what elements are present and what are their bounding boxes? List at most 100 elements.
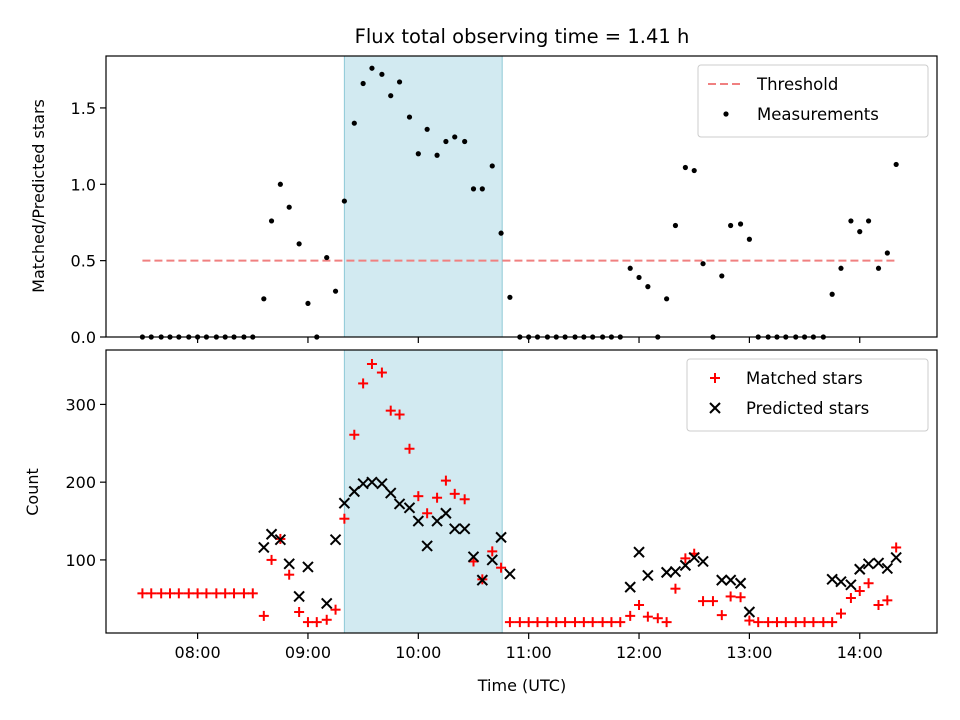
- data-point-b: [449, 523, 461, 535]
- data-point-b: [412, 515, 425, 527]
- data-point-b: [743, 606, 756, 618]
- data-point: [857, 229, 863, 235]
- data-point: [735, 592, 746, 603]
- data-point: [284, 569, 295, 580]
- data-point-b: [329, 533, 342, 546]
- data-point: [376, 367, 387, 378]
- data-point-b: [854, 563, 866, 575]
- data-point: [848, 218, 854, 224]
- legend-label: Predicted stars: [746, 399, 869, 418]
- data-point: [156, 588, 167, 599]
- data-point: [719, 273, 725, 279]
- data-point-b: [669, 565, 682, 578]
- data-point: [523, 617, 534, 628]
- data-point-b: [476, 574, 489, 586]
- data-point: [845, 579, 857, 591]
- data-point-b: [826, 573, 838, 586]
- data-point: [700, 261, 706, 267]
- data-point: [495, 531, 507, 544]
- x-tick-label: 11:00: [506, 643, 552, 662]
- data-point-b: [385, 487, 397, 499]
- data-point: [865, 218, 872, 224]
- data-point: [229, 588, 240, 599]
- data-point: [891, 542, 902, 553]
- data-point: [532, 617, 543, 628]
- x-tick-label: 08:00: [175, 643, 221, 662]
- data-point: [627, 265, 633, 271]
- data-point-b: [265, 528, 278, 540]
- data-point-b: [467, 551, 480, 563]
- legend: Matched stars Predicted stars: [686, 358, 929, 432]
- data-point: [294, 607, 305, 618]
- data-point: [165, 588, 176, 599]
- data-point: [440, 507, 452, 519]
- data-point: [404, 443, 415, 454]
- data-point: [449, 523, 461, 535]
- data-point: [882, 595, 893, 606]
- data-point: [670, 583, 681, 594]
- data-point: [734, 577, 747, 589]
- figure-title: Flux total observing time = 1.41 h: [355, 25, 690, 48]
- data-point: [274, 533, 287, 546]
- data-point-b: [624, 581, 636, 593]
- data-point: [633, 546, 645, 558]
- data-point: [682, 164, 688, 171]
- data-point: [369, 65, 375, 71]
- data-point-b: [274, 533, 287, 546]
- data-point-b: [881, 562, 894, 575]
- axes-frame: [105, 55, 938, 338]
- data-point-b: [716, 574, 728, 586]
- data-point: [339, 513, 350, 524]
- data-point: [220, 588, 231, 599]
- data-point: [688, 551, 700, 564]
- data-point: [379, 71, 385, 77]
- data-point-b: [366, 476, 378, 488]
- data-point: [716, 610, 727, 621]
- data-point: [211, 588, 222, 599]
- data-point-b: [458, 523, 471, 535]
- data-point: [780, 617, 791, 628]
- data-point: [332, 288, 339, 294]
- data-point: [661, 617, 672, 628]
- data-point: [725, 591, 736, 602]
- data-point: [311, 617, 322, 628]
- data-point: [854, 586, 865, 597]
- data-point: [412, 515, 425, 527]
- data-point: [296, 241, 302, 247]
- data-point: [265, 528, 278, 540]
- data-point: [349, 429, 360, 440]
- data-point-b: [835, 575, 847, 588]
- legend-swatch: [709, 402, 721, 414]
- data-point: [183, 588, 194, 599]
- data-point: [669, 565, 682, 578]
- data-point: [385, 487, 397, 499]
- data-point: [698, 596, 709, 607]
- data-point: [845, 593, 856, 604]
- data-point: [615, 617, 626, 628]
- data-point: [388, 93, 394, 99]
- data-point: [394, 409, 405, 420]
- data-point-b: [421, 540, 433, 552]
- data-point-b: [890, 551, 902, 564]
- data-point: [283, 558, 295, 570]
- data-point: [268, 218, 275, 224]
- data-point: [873, 600, 884, 611]
- data-point-b: [633, 546, 645, 558]
- data-point: [624, 581, 636, 593]
- data-point-b: [393, 498, 406, 510]
- data-point-b: [724, 574, 737, 586]
- data-point: [452, 134, 458, 140]
- data-point: [514, 617, 525, 628]
- data-point: [642, 611, 653, 622]
- data-point: [261, 296, 267, 302]
- data-point: [238, 588, 249, 599]
- data-point: [415, 151, 421, 157]
- highlight-span: [343, 349, 503, 634]
- data-point: [507, 294, 513, 300]
- data-point-b: [872, 557, 885, 569]
- data-point: [385, 405, 396, 416]
- data-point-b: [697, 555, 709, 568]
- data-point: [716, 574, 728, 586]
- data-point: [424, 126, 430, 132]
- data-point: [146, 588, 157, 599]
